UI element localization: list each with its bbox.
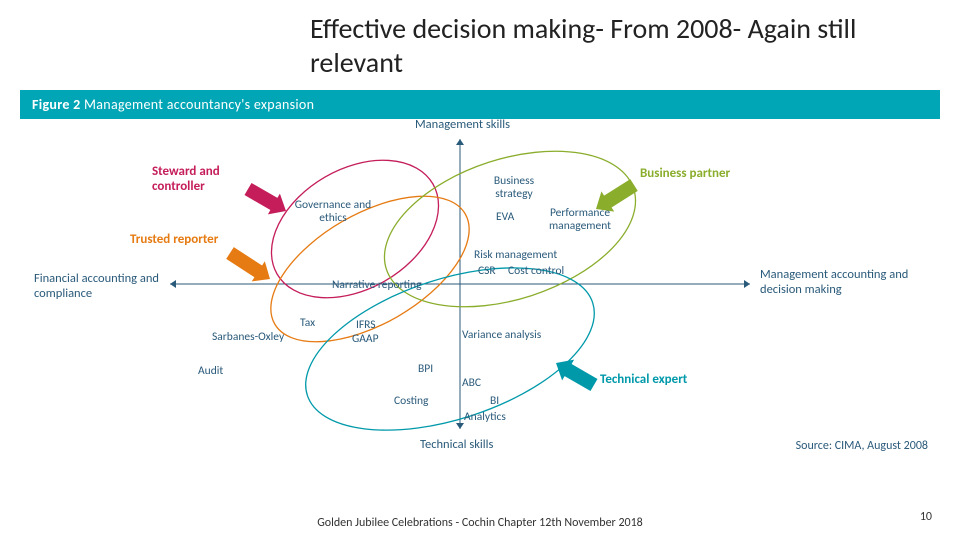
- diagram-term: Business strategy: [474, 175, 554, 201]
- diagram-term: GAAP: [352, 333, 379, 346]
- axis-label-bottom: Technical skills: [420, 437, 493, 452]
- diagram-term: BPI: [418, 363, 433, 376]
- axis-label-right: Management accounting and decision makin…: [760, 267, 940, 297]
- figure-source: Source: CIMA, August 2008: [796, 439, 928, 453]
- diagram-term: Sarbanes-Oxley: [212, 331, 284, 344]
- axis-label-top: Management skills: [415, 117, 510, 132]
- diagram-term: Risk management: [474, 249, 557, 262]
- diagram-term: CSR: [478, 265, 496, 278]
- quadrant-label: Technical expert: [600, 373, 710, 388]
- diagram-term: Cost control: [508, 265, 564, 278]
- diagram-term: Governance and ethics: [288, 199, 378, 225]
- slide-footer: Golden Jubilee Celebrations - Cochin Cha…: [0, 516, 960, 530]
- quadrant-label: Steward and controller: [152, 165, 262, 195]
- diagram-term: Narrative reporting: [332, 279, 421, 292]
- figure-body: Management skills Technical skills Finan…: [20, 119, 940, 459]
- diagram-term: Variance analysis: [462, 329, 541, 342]
- diagram-term: Costing: [394, 395, 428, 408]
- axis-label-left: Financial accounting and compliance: [34, 271, 194, 301]
- diagram-term: Performance management: [530, 207, 630, 233]
- quadrant-label: Trusted reporter: [130, 233, 240, 248]
- figure-container: Figure 2 Management accountancy's expans…: [20, 90, 940, 480]
- diagram-term: Analytics: [464, 411, 506, 424]
- slide-title: Effective decision making- From 2008- Ag…: [310, 12, 910, 79]
- quadrant-label: Business partner: [640, 167, 750, 182]
- slide-pagenum: 10: [920, 510, 932, 524]
- diagram-term: BI: [490, 395, 499, 408]
- diagram-term: Tax: [300, 317, 315, 330]
- diagram-term: ABC: [462, 377, 481, 390]
- figure-caption-text: Management accountancy's expansion: [84, 96, 314, 113]
- figure-header: Figure 2 Management accountancy's expans…: [20, 90, 940, 119]
- diagram-term: Audit: [198, 365, 223, 378]
- figure-caption-prefix: Figure 2: [32, 96, 81, 113]
- diagram-term: EVA: [496, 211, 514, 224]
- diagram-term: IFRS: [356, 319, 376, 332]
